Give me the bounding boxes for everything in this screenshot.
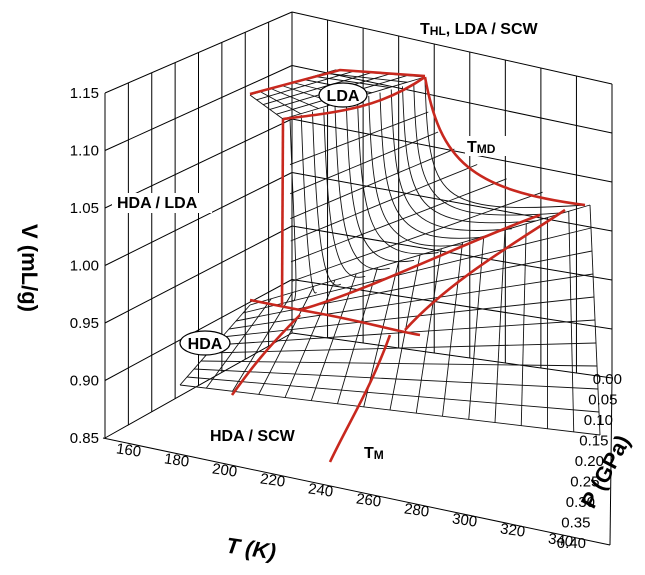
t-tick-label: 200 bbox=[211, 460, 238, 480]
lda-label: LDA bbox=[319, 83, 367, 107]
p-tick-label: 0.00 bbox=[593, 371, 622, 388]
mesh-line bbox=[290, 132, 438, 194]
mesh-line bbox=[271, 89, 318, 109]
right-wall-level bbox=[292, 226, 612, 280]
annotation-thl: THL, LDA / SCW bbox=[420, 21, 539, 38]
p-tick-label: 0.35 bbox=[561, 515, 590, 532]
mesh-line bbox=[187, 377, 599, 412]
t-tick-label: 320 bbox=[499, 520, 526, 540]
t-tick-label: 280 bbox=[403, 500, 430, 520]
thl-sub: HL bbox=[430, 24, 446, 38]
v-axis-ticks: 0.85 0.90 0.95 1.00 1.05 1.10 1.15 bbox=[70, 85, 99, 447]
p-tick-label: 0.40 bbox=[557, 535, 586, 552]
svg-text:HDA / LDA: HDA / LDA bbox=[117, 195, 198, 212]
v-tick-label: 1.15 bbox=[70, 85, 99, 102]
phase-boundaries bbox=[232, 70, 585, 462]
thl-rest: , LDA / SCW bbox=[446, 21, 539, 38]
mesh-line bbox=[301, 115, 316, 293]
svg-text:THL, LDA / SCW: THL, LDA / SCW bbox=[420, 21, 539, 38]
tmd-sub: MD bbox=[477, 142, 496, 156]
t-tick-label: 240 bbox=[307, 480, 334, 500]
v-tick-label: 1.05 bbox=[70, 200, 99, 217]
v-tick-label: 0.85 bbox=[70, 430, 99, 447]
thl-t: T bbox=[420, 21, 430, 38]
p-tick-label: 0.10 bbox=[584, 412, 613, 429]
t-axis-ticks: 160180200220240260280300320340 bbox=[115, 440, 574, 550]
hda-label: HDA bbox=[180, 331, 230, 355]
mesh-line bbox=[250, 205, 590, 305]
mesh-line bbox=[291, 165, 478, 242]
lda-label-text: LDA bbox=[327, 88, 360, 105]
v-axis-title: V (mL/g) bbox=[17, 224, 42, 312]
tm-t: T bbox=[364, 445, 374, 462]
t-tick-label: 220 bbox=[259, 470, 286, 490]
svg-text:TMD: TMD bbox=[467, 139, 496, 156]
t-tick-label: 300 bbox=[451, 510, 478, 530]
mesh-line bbox=[369, 96, 463, 246]
hda-label-text: HDA bbox=[188, 336, 223, 353]
mesh-line bbox=[290, 118, 296, 301]
svg-text:HDA / SCW: HDA / SCW bbox=[210, 428, 296, 445]
annotation-hda-lda: HDA / LDA bbox=[112, 193, 212, 213]
t-tick-label: 260 bbox=[355, 490, 382, 510]
t-axis-title: T (K) bbox=[225, 533, 278, 565]
mesh-line bbox=[229, 274, 593, 329]
annotation-hda-scw: HDA / SCW bbox=[205, 426, 305, 446]
tm-sub: M bbox=[374, 448, 384, 462]
svg-text:TM: TM bbox=[364, 445, 384, 462]
tmd-t: T bbox=[467, 139, 477, 156]
phase-boundary-line bbox=[282, 119, 283, 305]
phase-boundary-line bbox=[250, 300, 420, 335]
annotation-tmd: TMD bbox=[465, 136, 509, 156]
mesh-line bbox=[236, 251, 592, 321]
p-tick-label: 0.05 bbox=[588, 392, 617, 409]
v-tick-label: 0.90 bbox=[70, 373, 99, 390]
annotation-tm: TM bbox=[362, 442, 398, 462]
v-tick-label: 1.00 bbox=[70, 258, 99, 275]
t-tick-label: 160 bbox=[115, 440, 142, 460]
t-tick-label: 180 bbox=[163, 450, 190, 470]
v-tick-label: 0.95 bbox=[70, 315, 99, 332]
v-tick-label: 1.10 bbox=[70, 143, 99, 160]
right-wall-level bbox=[292, 333, 612, 378]
phase-boundary-line bbox=[300, 215, 540, 310]
mesh-line bbox=[194, 369, 598, 389]
